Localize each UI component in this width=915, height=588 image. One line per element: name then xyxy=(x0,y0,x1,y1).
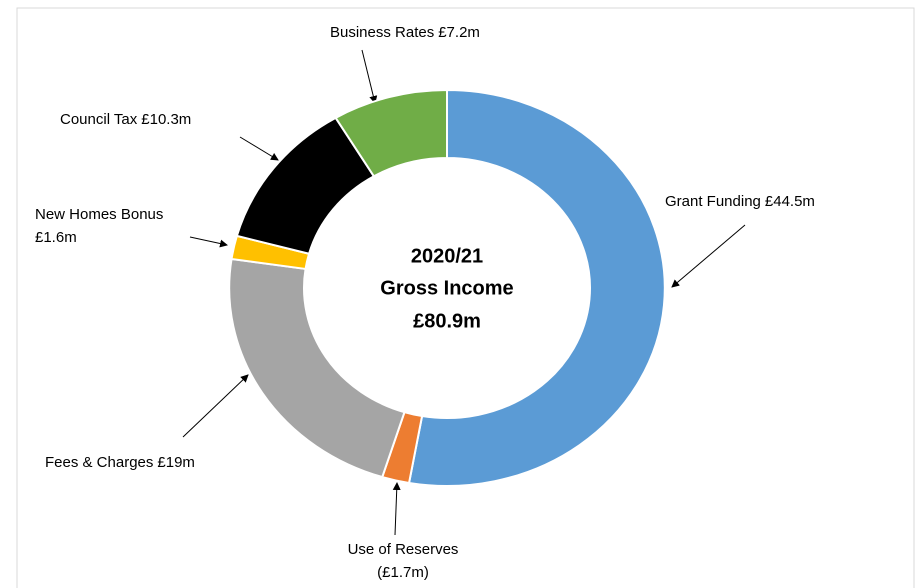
arrow xyxy=(671,224,746,288)
center-label: Gross Income xyxy=(380,277,513,299)
category-label: Grant Funding xyxy=(665,193,761,210)
category-label: Business Rates xyxy=(330,24,434,41)
arrow xyxy=(392,482,401,536)
slice xyxy=(334,88,448,178)
frame xyxy=(16,7,915,588)
slice-label: Business Rates £7.2m xyxy=(330,24,480,41)
arrow xyxy=(189,236,228,248)
arrow xyxy=(361,49,378,104)
slice xyxy=(407,88,666,487)
center-label: £80.9m xyxy=(413,310,481,332)
category-label: New Homes Bonus xyxy=(35,206,163,223)
value-label: £7.2m xyxy=(438,24,480,41)
center-label: 2020/21 xyxy=(411,245,483,267)
category-label: Council Tax xyxy=(60,111,138,128)
category-label: Use of Reserves xyxy=(348,541,459,558)
value-label: £1.6m xyxy=(35,229,77,246)
slice-label: Fees & Charges £19m xyxy=(45,454,195,471)
category-label: Fees & Charges xyxy=(45,454,153,471)
value-label: £44.5m xyxy=(765,193,815,210)
slice-label: Grant Funding £44.5m xyxy=(665,193,815,210)
slice xyxy=(228,257,406,479)
arrow xyxy=(182,374,249,438)
value-label: £19m xyxy=(157,454,195,471)
value-label: (£1.7m) xyxy=(377,564,429,581)
arrow xyxy=(239,136,279,161)
slice-label: Council Tax £10.3m xyxy=(60,111,191,128)
slices xyxy=(228,88,666,487)
value-label: £10.3m xyxy=(141,111,191,128)
arrows xyxy=(182,49,746,536)
